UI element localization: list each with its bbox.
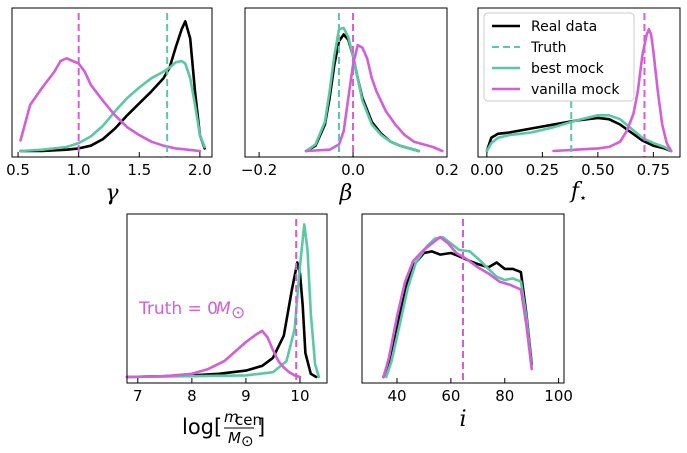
axes-frame <box>11 7 213 158</box>
legend-label-real: Real data <box>531 19 597 35</box>
series-real-line <box>382 250 533 379</box>
x-tick-label: 60 <box>441 387 460 405</box>
x-axis-label: γ <box>105 181 119 206</box>
legend: Real data Truth best mock vanilla mock <box>483 12 635 102</box>
series-best-line <box>304 26 421 153</box>
x-tick-label: 0.2 <box>435 161 459 179</box>
svg-text:M: M <box>228 429 241 447</box>
axes-frame <box>126 213 328 384</box>
series-vanilla-line <box>552 27 673 153</box>
legend-label-truth: Truth <box>530 40 567 56</box>
series-real-line <box>485 116 673 153</box>
series-best-line <box>384 235 533 379</box>
series-best-line <box>485 114 673 153</box>
x-tick-label: 1.5 <box>127 161 151 179</box>
panel-1: 0.5 1.0 1.5 2.0 γ <box>6 7 213 206</box>
panel-2: −0.2 0.0 0.2 β <box>241 7 459 206</box>
axes-frame <box>244 7 448 158</box>
truth-annotation-sub: ⊙ <box>231 303 245 323</box>
x-tick-label: 80 <box>495 387 514 405</box>
truth-annotation-unit: M <box>216 299 231 319</box>
series-vanilla-line <box>382 235 533 379</box>
series-best-line <box>19 59 206 153</box>
svg-text:]: ] <box>257 415 265 439</box>
legend-label-vanilla: vanilla mock <box>531 82 620 98</box>
series-vanilla-line <box>304 43 444 153</box>
series-vanilla-line <box>125 329 302 379</box>
x-tick-label: 100 <box>544 387 573 405</box>
x-tick-label: 0.25 <box>526 161 559 179</box>
x-tick-label: −0.2 <box>241 161 277 179</box>
panel-5: 40 60 80 100 i <box>361 213 573 432</box>
x-tick-label: 8 <box>187 387 197 405</box>
legend-box <box>483 12 635 102</box>
svg-text:cen: cen <box>235 411 262 429</box>
x-tick-label: 10 <box>290 387 309 405</box>
x-axis-label: i <box>459 407 466 432</box>
series-vanilla-line <box>19 57 202 153</box>
x-tick-label: 1.0 <box>67 161 91 179</box>
x-axis-label: β <box>339 181 353 206</box>
axes-frame <box>477 7 681 158</box>
series-best-line <box>125 223 321 379</box>
x-tick-label: 40 <box>387 387 406 405</box>
x-tick-label: 0.00 <box>470 161 503 179</box>
svg-text:m: m <box>224 408 239 426</box>
panel-3: 0.00 0.25 0.50 0.75 f⋆ Real data Truth best moc… <box>470 7 681 206</box>
x-tick-label: 7 <box>133 387 143 405</box>
x-tick-label: 0.5 <box>6 161 30 179</box>
x-tick-label: 0.75 <box>637 161 670 179</box>
truth-annotation: Truth = 0 <box>138 299 218 319</box>
axes-frame <box>361 213 565 384</box>
x-axis-label: f⋆ <box>569 179 587 206</box>
series-real-line <box>19 20 206 153</box>
svg-text:⊙: ⊙ <box>241 432 254 450</box>
svg-text:log[: log[ <box>182 415 222 439</box>
x-tick-label: 2.0 <box>188 161 212 179</box>
legend-label-best: best mock <box>531 61 605 77</box>
x-tick-label: 0.0 <box>341 161 365 179</box>
x-tick-label: 9 <box>241 387 251 405</box>
x-tick-label: 0.50 <box>581 161 614 179</box>
